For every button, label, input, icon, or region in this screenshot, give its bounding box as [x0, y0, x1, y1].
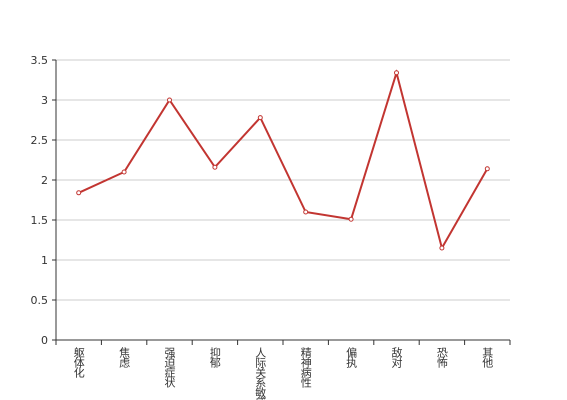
y-tick-label: 1: [41, 254, 48, 267]
y-tick-label: 0: [41, 334, 48, 347]
point: [303, 209, 309, 215]
line: [78, 69, 489, 251]
point: [439, 245, 445, 251]
y-tick-label: 3.5: [31, 54, 49, 67]
y-tick-label: 2.5: [31, 134, 49, 147]
point: [394, 70, 399, 76]
y-tick-label: 2: [41, 174, 48, 187]
point: [212, 164, 218, 170]
x-tick-label: 人际关系敏感: [254, 347, 267, 400]
y-tick-label: 3: [41, 94, 48, 107]
point: [257, 115, 263, 121]
x-tick-label: 抑郁: [208, 346, 221, 368]
point: [348, 216, 354, 222]
x-tick-label: 躯体化: [72, 347, 85, 379]
y-tick-label: 0.5: [31, 294, 49, 307]
x-tick-label: 焦虑: [118, 347, 131, 368]
point: [167, 97, 172, 103]
x-tick-label: 精神病性: [299, 347, 312, 389]
point: [121, 169, 127, 175]
x-tick-label: 恐怖: [435, 347, 448, 368]
y-tick-label: 1.5: [31, 214, 49, 227]
x-tick-label: 偏执: [345, 346, 358, 369]
x-tick-label: 强迫症状: [163, 347, 176, 388]
x-tick-label: 敌对: [390, 346, 403, 368]
x-tick-label: 其他: [481, 347, 494, 368]
point: [76, 190, 82, 196]
point: [484, 166, 490, 172]
